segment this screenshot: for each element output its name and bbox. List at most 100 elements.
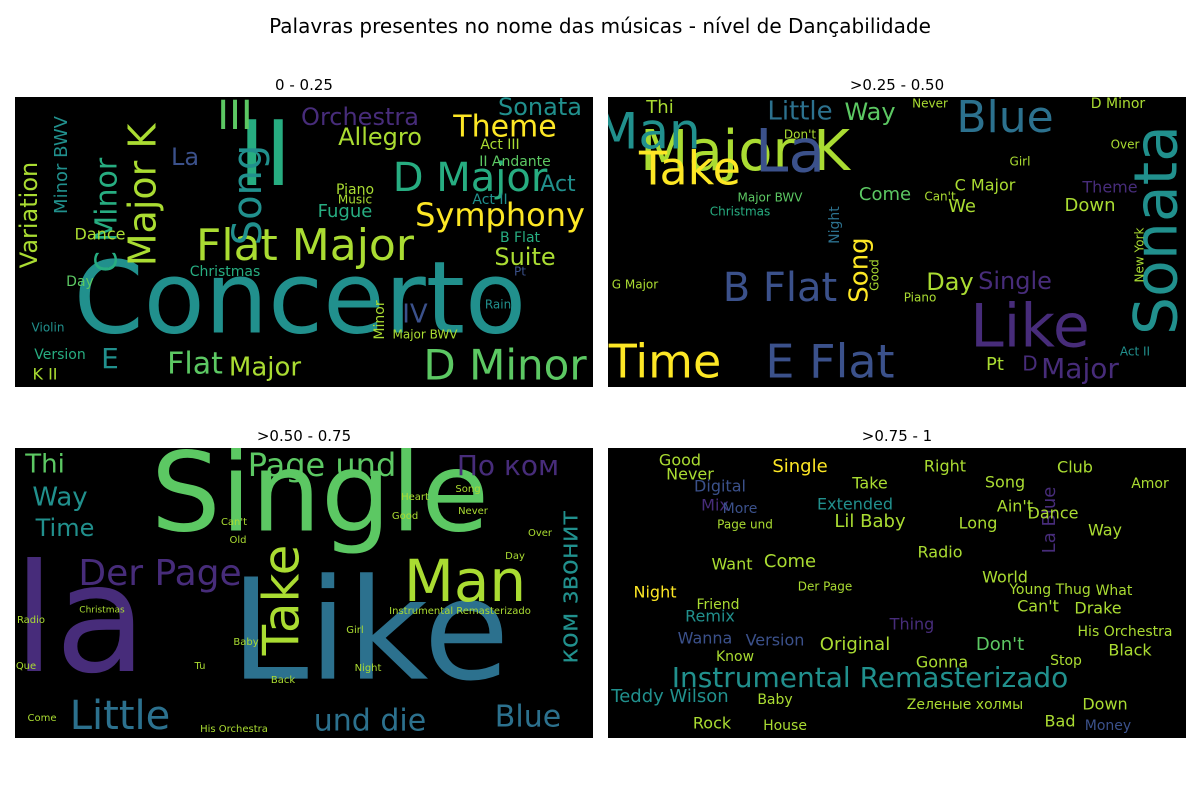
- word-dance: Dance: [1028, 504, 1079, 523]
- word-take: Take: [638, 142, 741, 196]
- word-version: Version: [746, 631, 805, 650]
- word-original: Original: [820, 634, 890, 655]
- wordcloud-panel-2: Flat MajorConcertoMajor KSonataLikeLaMan…: [608, 97, 1186, 387]
- word-dance: Dance: [75, 225, 126, 244]
- word-good: Good: [868, 259, 882, 291]
- word-music: Music: [338, 193, 372, 207]
- word-act-ii: Act II: [472, 192, 507, 208]
- word-major-bwv: Major BWV: [392, 328, 458, 342]
- word-blue: Blue: [495, 700, 561, 735]
- word-blue: Blue: [956, 97, 1053, 143]
- word-b-flat: B Flat: [723, 265, 837, 311]
- word-bad: Bad: [1045, 712, 1076, 731]
- word-major-k: Major K: [640, 119, 851, 184]
- word-pt: Pt: [514, 265, 526, 279]
- word-major: Major: [229, 353, 301, 383]
- word-orchestra: Orchestra: [301, 103, 419, 131]
- word-по-ком: По ком: [457, 449, 559, 482]
- word-und-die: und die: [314, 704, 426, 739]
- word-can-t: Can't: [924, 190, 956, 204]
- word-baby: Baby: [757, 692, 792, 708]
- wordcloud-svg: Instrumental Remasterizado Single La Blue T…: [610, 451, 1173, 735]
- word-his-orchestra: His Orchestra: [200, 724, 268, 735]
- word-suite: Suite: [494, 243, 555, 271]
- word-extended: Extended: [817, 495, 893, 514]
- word-iii: III: [217, 97, 252, 139]
- word-single: Single: [151, 448, 489, 556]
- word-flat: Flat: [167, 347, 223, 382]
- word-come: Come: [764, 551, 816, 572]
- word-act: Act: [540, 172, 576, 197]
- panel-title-3: >0.50 - 0.75: [256, 427, 352, 445]
- word-concerto: Concerto: [74, 239, 526, 356]
- word-iv: IV: [402, 300, 428, 330]
- word-know: Know: [716, 649, 754, 665]
- word-remix: Remix: [685, 607, 735, 626]
- word-can-t: Can't: [1017, 597, 1059, 616]
- word-little: Little: [70, 693, 171, 738]
- word-single: Single: [978, 267, 1052, 295]
- word-his-orchestra: His Orchestra: [1078, 624, 1173, 640]
- word-d-major: D Major: [393, 155, 548, 201]
- word-song: Song: [985, 473, 1025, 492]
- word-don-t: Don't: [976, 634, 1024, 655]
- word-tu: Tu: [194, 661, 206, 672]
- word-der-page: Der Page: [78, 553, 241, 594]
- word-violin: Violin: [32, 321, 65, 335]
- word-song: Song: [845, 237, 875, 302]
- word-la: la: [15, 533, 147, 707]
- wordcloud-panel-4: Instrumental Remasterizado Single La Blue T…: [608, 448, 1186, 738]
- word-ii: II: [238, 102, 291, 207]
- word-major-k: Major K: [121, 123, 165, 267]
- word-zеленые-холмы: Zеленые холмы: [907, 697, 1023, 713]
- word-d-minor: D Minor: [423, 341, 587, 388]
- word-c-minor: C Minor: [90, 157, 125, 272]
- word-flat-major: Flat Major: [196, 220, 415, 271]
- word-christmas: Christmas: [79, 606, 125, 616]
- word-version: Version: [34, 347, 85, 363]
- word-der-page: Der Page: [798, 580, 852, 594]
- word-amor: Amor: [1131, 476, 1169, 492]
- word-time: Time: [35, 514, 95, 542]
- word-theme: Theme: [1081, 178, 1137, 197]
- word-like: Like: [230, 550, 509, 713]
- word-lil-baby: Lil Baby: [834, 511, 906, 532]
- word-new-york: New York: [1133, 227, 1147, 282]
- word-like: Like: [970, 292, 1090, 362]
- word-friend: Friend: [696, 597, 739, 613]
- panel-title-1: 0 - 0.25: [275, 76, 333, 94]
- word-ком-звонит: ком звонит: [555, 510, 585, 664]
- word-piano: Piano: [904, 291, 937, 305]
- word-man: Man: [404, 547, 526, 615]
- word-page-und: Page und: [717, 518, 773, 532]
- word-d-minor: D Minor: [1091, 97, 1146, 112]
- word-night: Night: [634, 583, 677, 602]
- panel-title-2: >0.25 - 0.50: [849, 76, 945, 94]
- wordcloud-panel-1: Concerto II Flat Major Major K D Minor D Majo…: [15, 97, 593, 387]
- word-digital: Digital: [694, 477, 746, 496]
- word-we: We: [948, 196, 976, 217]
- word-instrumental-remasterizado: Instrumental Remasterizado: [672, 661, 1069, 694]
- word-night: Night: [355, 663, 382, 674]
- word-drake: Drake: [1074, 599, 1121, 618]
- word-stop: Stop: [1050, 653, 1082, 669]
- word-long: Long: [959, 514, 998, 533]
- word-que: Que: [16, 661, 36, 672]
- word-can-t: Can't: [221, 517, 247, 528]
- word-piano: Piano: [336, 182, 374, 198]
- word-night: Night: [827, 206, 843, 244]
- word-never: Never: [666, 465, 714, 484]
- word-good: Good: [659, 451, 701, 470]
- word-theme: Theme: [452, 110, 556, 145]
- word-come: Come: [859, 184, 911, 205]
- word-over: Over: [528, 528, 553, 539]
- word-ii-andante: II Andante: [479, 154, 551, 170]
- word-act-ii: Act II: [1120, 345, 1150, 359]
- word-take: Take: [851, 474, 887, 493]
- word-baby: Baby: [233, 637, 258, 648]
- word-g-major: G Major: [612, 278, 658, 292]
- word-day: Day: [505, 551, 525, 562]
- word-single: Single: [772, 456, 827, 477]
- word-symphony: Symphony: [415, 196, 585, 234]
- word-over: Over: [1111, 138, 1140, 152]
